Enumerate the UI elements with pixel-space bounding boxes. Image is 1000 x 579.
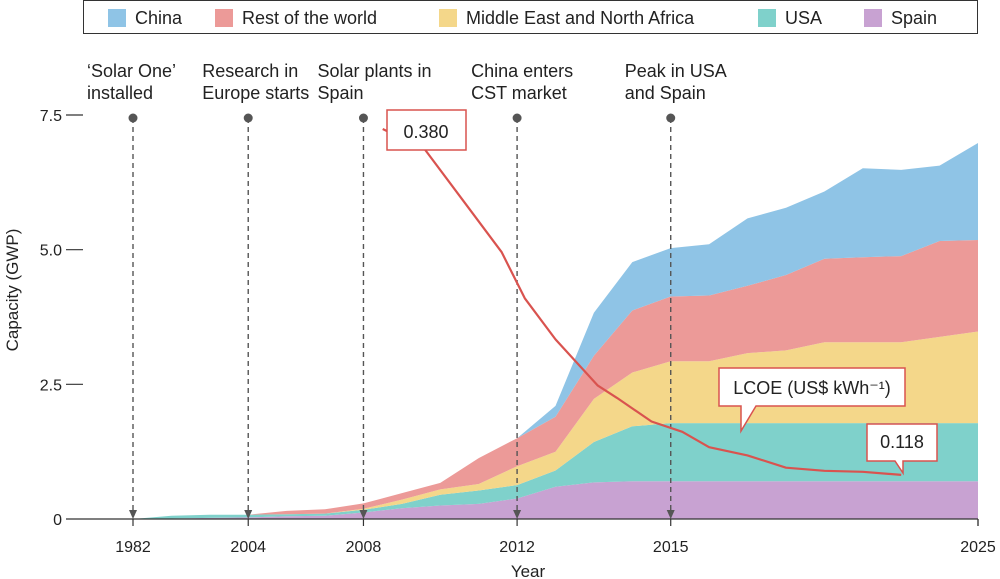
area-rest-of-the-world [133,240,978,519]
event-label-2-line-1: Spain [317,83,363,103]
x-tick-label-5: 2025 [960,539,996,556]
event-label-1-line-1: Europe starts [202,83,309,103]
event-arrow-4 [666,510,675,519]
event-label-3-line-1: CST market [471,83,567,103]
event-arrow-0 [129,510,137,519]
lcoe-name-callout-box [718,367,906,434]
lcoe-start-callout-box [386,109,467,151]
event-dot-1 [243,113,253,123]
area-china [133,143,978,519]
event-arrow-3 [513,510,522,519]
x-tick-label-2: 2008 [346,539,382,556]
event-label-0-line-0: ‘Solar One’ [87,61,176,81]
x-axis-title: Year [511,562,546,579]
lcoe-line [382,128,902,476]
event-dot-2 [358,113,368,123]
event-label-2-line-0: Solar plants in [317,61,431,81]
legend-label-china: China [135,7,183,28]
legend-item-rest-of-world: Rest of the world [215,7,377,29]
legend-swatch-mena [439,9,457,27]
x-tick-label-0: 1982 [115,539,151,556]
event-label-1-line-0: Research in [202,61,298,81]
lcoe-line-group: 0.380 LCOE (US$ kWh⁻¹) 0.118 [382,109,938,476]
legend: China Rest of the world Middle East and … [83,0,978,34]
legend-label-usa: USA [785,7,823,28]
legend-item-mena: Middle East and North Africa [439,7,694,29]
area-usa [133,423,978,519]
event-label-0-line-1: installed [87,83,153,103]
y-axis-title: Capacity (GWP) [3,229,22,352]
legend-item-china: China [108,7,182,29]
lcoe-start-label: 0.380 [403,122,448,142]
legend-label-mena: Middle East and North Africa [466,7,695,28]
event-label-4-line-1: and Spain [625,83,706,103]
axes: 0 2.5 5.0 7.5 1982 2004 2008 2012 2015 2025 Year Ca… [3,108,996,579]
legend-item-usa: USA [758,7,822,29]
legend-swatch-rest-of-world [215,9,233,27]
event-arrow-1 [244,510,253,519]
y-tick-label-3: 7.5 [40,108,62,125]
x-tick-label-1: 2004 [230,539,266,556]
lcoe-end-callout-box [866,423,938,476]
legend-label-spain: Spain [891,7,938,28]
x-tick-label-3: 2012 [499,539,535,556]
area-spain [133,481,978,519]
event-dot-3 [512,113,522,123]
stacked-areas [133,143,978,519]
event-arrow-2 [359,510,368,519]
lcoe-name-label: LCOE (US$ kWh⁻¹) [733,378,891,398]
legend-item-spain: Spain [864,7,937,29]
lcoe-end-label: 0.118 [880,432,924,452]
event-label-4-line-0: Peak in USA [625,61,727,81]
y-tick-label-2: 5.0 [40,243,62,260]
event-label-3-line-0: China enters [471,61,573,81]
legend-swatch-usa [758,9,776,27]
y-tick-label-0: 0 [53,512,62,529]
event-dot-0 [128,113,138,123]
legend-swatch-spain [864,9,882,27]
x-tick-label-4: 2015 [653,539,689,556]
legend-swatch-china [108,9,126,27]
y-tick-label-1: 2.5 [40,377,62,394]
event-dot-4 [666,113,676,123]
legend-label-rest-of-world: Rest of the world [242,7,378,28]
